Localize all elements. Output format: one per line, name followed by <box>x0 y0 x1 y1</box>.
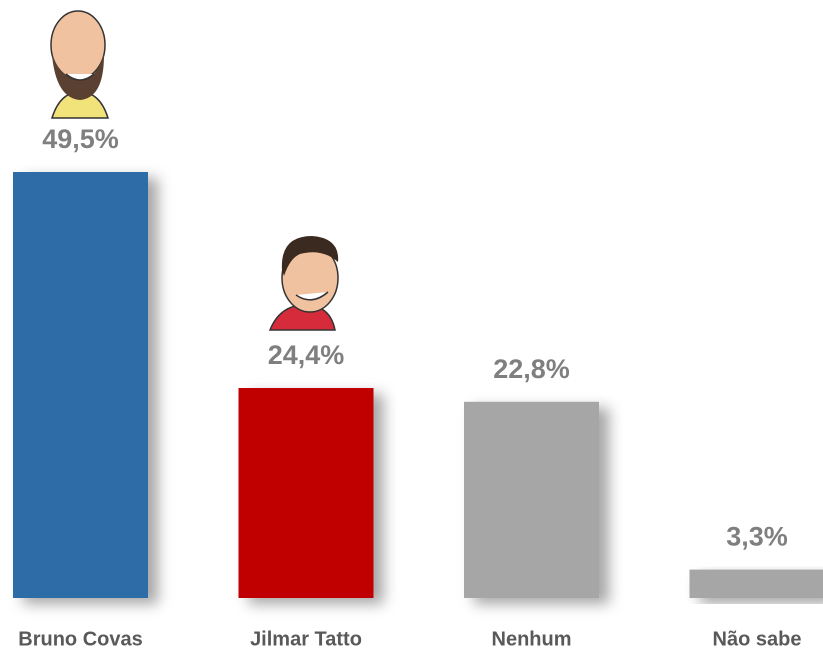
x-tick-label: Nenhum <box>492 628 572 650</box>
x-tick-label: Jilmar Tatto <box>250 628 362 650</box>
caricature-bruno <box>50 10 110 119</box>
value-label: 24,4% <box>268 340 345 370</box>
value-label: 49,5% <box>42 124 119 154</box>
x-tick-label: Não sabe <box>713 628 802 650</box>
value-label: 3,3% <box>726 522 788 552</box>
value-label: 22,8% <box>493 354 570 384</box>
bar <box>464 401 599 598</box>
bar <box>689 569 823 598</box>
bar <box>238 388 374 598</box>
bar <box>13 172 148 598</box>
x-tick-label: Bruno Covas <box>18 628 142 650</box>
caricature-jilmar <box>268 236 339 331</box>
